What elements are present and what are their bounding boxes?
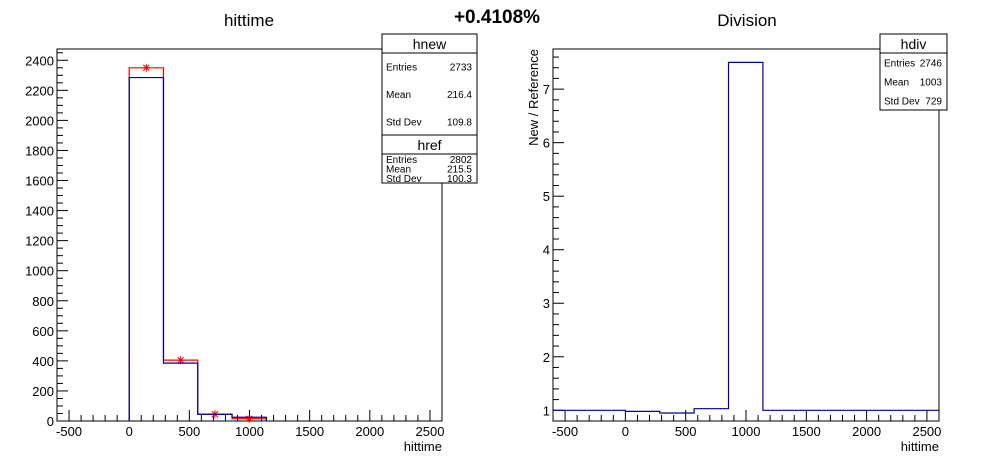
series-hnew-marker <box>245 414 254 423</box>
y-axis-label: New / Reference <box>526 49 541 146</box>
chart-title: Division <box>717 11 777 30</box>
x-tick-label: 2000 <box>355 424 384 439</box>
x-tick-label: 2500 <box>416 424 445 439</box>
x-tick-label: 1000 <box>732 424 761 439</box>
y-tick-label: 1800 <box>25 143 54 158</box>
stats-label: Mean <box>386 90 411 101</box>
stats-value: 216.4 <box>447 90 472 101</box>
stats-box-title: href <box>417 137 441 153</box>
x-tick-label: 1500 <box>792 424 821 439</box>
x-tick-label: 1500 <box>295 424 324 439</box>
y-tick-label: 400 <box>32 354 54 369</box>
x-tick-label: 2000 <box>852 424 881 439</box>
histogram-panel-left: hittime-500 0 500 1000 1500 2000 2500020040060… <box>25 11 478 454</box>
y-tick-label: 1 <box>543 403 550 418</box>
y-tick-label: 1400 <box>25 204 54 219</box>
stats-box-title: hnew <box>413 36 447 52</box>
y-tick-label: 600 <box>32 324 54 339</box>
y-tick-label: 6 <box>543 136 550 151</box>
y-tick-label: 1600 <box>25 174 54 189</box>
x-tick-label: 0 <box>126 424 133 439</box>
y-tick-label: 3 <box>543 296 550 311</box>
histogram-panel-right: Division -500 0 500 1000 1500 2000 2500 1 2 3 4 5 6 7 h… <box>526 11 948 454</box>
stats-label: Entries <box>386 155 417 166</box>
stats-value: 100.3 <box>447 174 472 185</box>
stats-label: Std Dev <box>386 117 422 128</box>
stats-box-hnew: hnew Entries 2733 Mean 216.4 Std Dev 109.8 <box>381 33 478 136</box>
y-tick-label: 7 <box>543 82 550 97</box>
y-tick-label: 1200 <box>25 234 54 249</box>
stats-value: 109.8 <box>447 117 472 128</box>
stats-label: Std Dev <box>884 97 920 108</box>
y-tick-label: 2000 <box>25 113 54 128</box>
y-tick-label: 1000 <box>25 264 54 279</box>
y-tick-label: 2400 <box>25 53 54 68</box>
stats-value: 2746 <box>920 59 943 70</box>
x-tick-label: 2500 <box>912 424 941 439</box>
y-tick-label: 4 <box>543 243 550 258</box>
stats-value: 729 <box>925 97 942 108</box>
y-tick-label: 2 <box>543 350 550 365</box>
stats-label: Entries <box>386 63 417 74</box>
y-tick-label: 800 <box>32 294 54 309</box>
stats-value: 215.5 <box>447 165 472 176</box>
x-tick-label: 500 <box>178 424 200 439</box>
x-tick-label: 0 <box>622 424 629 439</box>
y-tick-label: 200 <box>32 384 54 399</box>
chart-title: hittime <box>224 11 274 30</box>
stats-box-title: hdiv <box>901 36 927 52</box>
series-hnew-marker <box>142 63 151 72</box>
series-href-line <box>128 76 267 421</box>
percent-difference: +0.4108% <box>454 7 540 28</box>
stats-value: 2802 <box>450 155 473 166</box>
series-hdiv-line <box>553 61 939 414</box>
y-tick-label: 2200 <box>25 83 54 98</box>
x-tick-label: 500 <box>675 424 697 439</box>
stats-label: Std Dev <box>386 174 422 185</box>
x-tick-label: 1000 <box>235 424 264 439</box>
y-tick-label: 5 <box>543 189 550 204</box>
stats-label: Entries <box>884 59 915 70</box>
y-tick-label: 0 <box>47 414 54 429</box>
stats-value: 2733 <box>450 63 473 74</box>
x-tick-label: -500 <box>56 424 82 439</box>
x-tick-label: -500 <box>552 424 578 439</box>
x-axis-label: hittime <box>404 439 442 454</box>
stats-label: Mean <box>386 165 411 176</box>
x-axis-label: hittime <box>901 439 939 454</box>
stats-value: 1003 <box>920 78 943 89</box>
stats-label: Mean <box>884 78 909 89</box>
